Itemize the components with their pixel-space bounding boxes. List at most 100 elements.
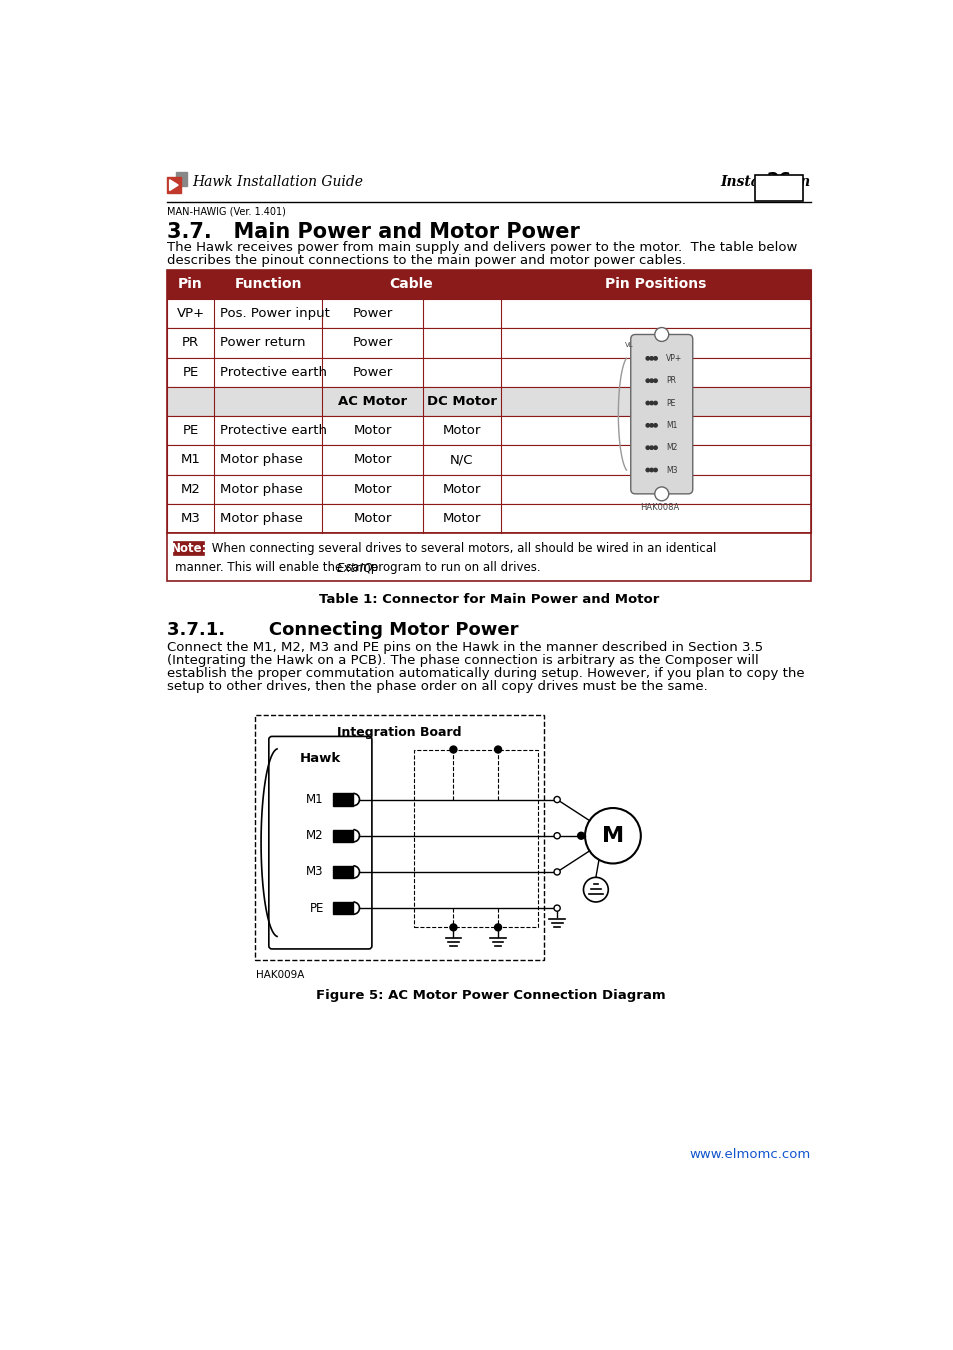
Circle shape xyxy=(653,401,657,405)
Circle shape xyxy=(649,356,653,360)
Text: M: M xyxy=(601,826,623,845)
Circle shape xyxy=(653,424,657,427)
Polygon shape xyxy=(167,177,181,193)
Text: Power: Power xyxy=(353,366,393,379)
Text: VL: VL xyxy=(624,343,633,348)
Text: 26: 26 xyxy=(765,171,790,189)
Circle shape xyxy=(645,446,649,450)
Circle shape xyxy=(578,833,584,840)
Circle shape xyxy=(653,468,657,471)
Text: Motor phase: Motor phase xyxy=(220,512,302,525)
Circle shape xyxy=(653,446,657,450)
Text: Motor: Motor xyxy=(442,483,480,495)
Text: Pos. Power input: Pos. Power input xyxy=(220,308,330,320)
Text: M3: M3 xyxy=(306,865,323,879)
Text: Installation: Installation xyxy=(720,176,809,189)
Text: M1: M1 xyxy=(666,421,677,429)
Text: Hawk: Hawk xyxy=(299,752,340,765)
Bar xyxy=(333,830,353,842)
Text: Motor phase: Motor phase xyxy=(220,454,302,467)
Circle shape xyxy=(554,796,559,803)
Text: ExtrIQ: ExtrIQ xyxy=(335,562,373,574)
Text: Protective earth: Protective earth xyxy=(220,424,327,437)
Text: M2: M2 xyxy=(666,443,677,452)
Bar xyxy=(167,446,810,475)
Polygon shape xyxy=(175,171,187,186)
Bar xyxy=(167,270,810,533)
Circle shape xyxy=(649,468,653,471)
Bar xyxy=(333,902,353,914)
Circle shape xyxy=(494,747,501,753)
Text: 3.7.   Main Power and Motor Power: 3.7. Main Power and Motor Power xyxy=(167,221,579,242)
Text: Power return: Power return xyxy=(220,336,305,350)
Bar xyxy=(754,176,802,201)
Circle shape xyxy=(554,833,559,838)
Bar xyxy=(167,504,810,533)
Text: www.elmomc.com: www.elmomc.com xyxy=(689,1149,810,1161)
Text: MAN-HAWIG (Ver. 1.401): MAN-HAWIG (Ver. 1.401) xyxy=(167,207,286,216)
Text: Note:: Note: xyxy=(171,541,207,555)
Text: VP+: VP+ xyxy=(176,308,204,320)
Circle shape xyxy=(554,869,559,875)
Circle shape xyxy=(645,424,649,427)
Text: PR: PR xyxy=(182,336,199,350)
Text: establish the proper commutation automatically during setup. However, if you pla: establish the proper commutation automat… xyxy=(167,667,804,680)
Text: Power: Power xyxy=(353,336,393,350)
Circle shape xyxy=(494,923,501,932)
Bar xyxy=(167,387,810,416)
Text: M2: M2 xyxy=(180,483,200,495)
Text: Connect the M1, M2, M3 and PE pins on the Hawk in the manner described in Sectio: Connect the M1, M2, M3 and PE pins on th… xyxy=(167,641,762,653)
Bar xyxy=(254,716,543,960)
Circle shape xyxy=(584,809,640,864)
Text: 3.7.1.       Connecting Motor Power: 3.7.1. Connecting Motor Power xyxy=(167,621,518,639)
Text: PE: PE xyxy=(666,398,675,408)
Circle shape xyxy=(450,747,456,753)
FancyBboxPatch shape xyxy=(630,335,692,494)
Bar xyxy=(167,328,810,358)
Text: VP+: VP+ xyxy=(666,354,682,363)
Circle shape xyxy=(583,878,608,902)
Text: N/C: N/C xyxy=(450,454,473,467)
Text: Motor: Motor xyxy=(354,454,392,467)
Text: When connecting several drives to several motors, all should be wired in an iden: When connecting several drives to severa… xyxy=(208,541,715,555)
Circle shape xyxy=(554,904,559,911)
Circle shape xyxy=(645,401,649,405)
Text: Function: Function xyxy=(234,278,301,292)
Circle shape xyxy=(645,379,649,382)
Text: setup to other drives, then the phase order on all copy drives must be the same.: setup to other drives, then the phase or… xyxy=(167,680,707,693)
Polygon shape xyxy=(170,180,178,190)
Text: PE: PE xyxy=(182,366,198,379)
Bar xyxy=(167,416,810,446)
Text: Motor: Motor xyxy=(442,424,480,437)
Text: Motor: Motor xyxy=(354,424,392,437)
Bar xyxy=(173,541,204,555)
Text: Motor: Motor xyxy=(442,512,480,525)
Bar xyxy=(167,300,810,328)
Bar xyxy=(167,358,810,387)
Text: Integration Board: Integration Board xyxy=(336,726,461,738)
Text: M1: M1 xyxy=(180,454,200,467)
Text: describes the pinout connections to the main power and motor power cables.: describes the pinout connections to the … xyxy=(167,254,685,267)
Circle shape xyxy=(645,356,649,360)
Text: M2: M2 xyxy=(306,829,323,842)
Text: Motor phase: Motor phase xyxy=(220,483,302,495)
Text: The Hawk receives power from main supply and delivers power to the motor.  The t: The Hawk receives power from main supply… xyxy=(167,240,797,254)
Text: Figure 5: AC Motor Power Connection Diagram: Figure 5: AC Motor Power Connection Diag… xyxy=(316,990,665,1002)
Bar xyxy=(167,533,810,580)
Text: M3: M3 xyxy=(666,466,678,474)
Text: HAK009A: HAK009A xyxy=(256,971,304,980)
Circle shape xyxy=(450,923,456,932)
Text: Table 1: Connector for Main Power and Motor: Table 1: Connector for Main Power and Mo… xyxy=(318,593,659,606)
Circle shape xyxy=(653,379,657,382)
Bar xyxy=(333,865,353,878)
FancyBboxPatch shape xyxy=(269,736,372,949)
Circle shape xyxy=(649,446,653,450)
Text: M1: M1 xyxy=(306,792,323,806)
Text: DC Motor: DC Motor xyxy=(426,396,497,408)
Text: HAK008A: HAK008A xyxy=(639,504,679,512)
Text: (Integrating the Hawk on a PCB). The phase connection is arbitrary as the Compos: (Integrating the Hawk on a PCB). The pha… xyxy=(167,653,759,667)
Text: program to run on all drives.: program to run on all drives. xyxy=(367,562,540,574)
Text: Pin Positions: Pin Positions xyxy=(604,278,705,292)
Text: AC Motor: AC Motor xyxy=(337,396,407,408)
Text: PE: PE xyxy=(182,424,198,437)
